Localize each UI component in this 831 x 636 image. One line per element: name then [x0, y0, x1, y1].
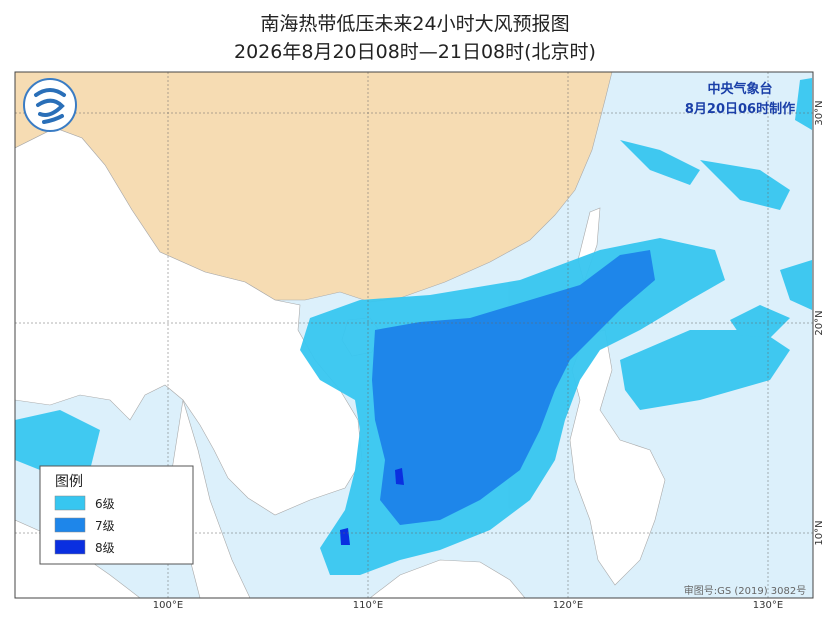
land-indochina [15, 127, 363, 516]
latitude-label: 20°N [814, 310, 825, 335]
legend-label: 8级 [95, 541, 115, 555]
longitude-label: 100°E [153, 600, 183, 611]
land-philippines [569, 329, 666, 586]
legend-swatch [54, 495, 86, 511]
legend-swatch [54, 539, 86, 555]
map-frame [14, 71, 814, 599]
logo [23, 78, 77, 132]
legend-label: 7级 [95, 519, 115, 533]
issue-time: 8月20日06时制作 [685, 101, 795, 117]
legend-swatch [54, 517, 86, 533]
wind-level-8 [340, 468, 404, 545]
latitude-label: 30°N [814, 100, 825, 125]
legend-label: 6级 [95, 497, 115, 511]
review-number: 审图号:GS (2019) 3082号 [684, 584, 807, 597]
longitude-label: 110°E [353, 600, 383, 611]
legend-title: 图例 [55, 474, 83, 490]
longitude-label: 130°E [753, 600, 783, 611]
land-borneo [369, 559, 526, 598]
longitude-labels: 100°E 110°E 120°E 130°E [153, 600, 783, 611]
wind-level-7 [372, 250, 655, 525]
subtitle: 2026年8月20日08时—21日08时(北京时) [234, 41, 596, 63]
agency-name: 中央气象台 [707, 81, 772, 97]
longitude-label: 120°E [553, 600, 583, 611]
legend: 图例 6级 7级 8级 [39, 465, 194, 565]
latitude-labels: 30°N 20°N 10°N [814, 100, 825, 545]
latitude-label: 10°N [814, 520, 825, 545]
title: 南海热带低压未来24小时大风预报图 [260, 13, 569, 35]
